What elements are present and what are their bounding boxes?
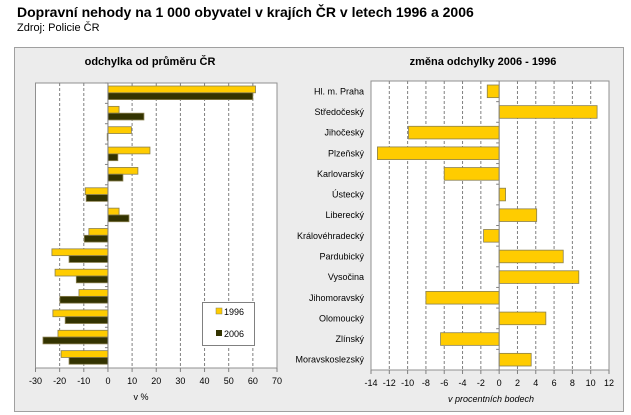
x-tick-label: 4 (533, 378, 538, 388)
legend-box (202, 302, 255, 346)
legend-label-1996: 1996 (224, 307, 244, 317)
bar-1996-2 (107, 126, 132, 134)
x-tick-label: 12 (604, 378, 614, 388)
bar-1996-4 (107, 167, 139, 175)
x-tick-label: 10 (127, 376, 137, 386)
change-bar-3 (377, 146, 500, 160)
bar-2006-7 (83, 234, 109, 243)
bar-2006-8 (68, 255, 109, 263)
change-bar-8 (498, 249, 564, 264)
bar-1996-0 (107, 85, 256, 94)
category-label: Liberecký (325, 210, 364, 220)
category-label: Ústecký (332, 190, 365, 200)
page-title: Dopravní nehody na 1 000 obyvatel v kraj… (17, 4, 474, 20)
legend-label-2006: 2006 (224, 329, 244, 339)
bar-2006-11 (64, 316, 109, 324)
bar-2006-6 (107, 214, 130, 223)
bar-1996-1 (107, 105, 120, 114)
x-tick-label: 20 (151, 376, 161, 386)
change-bar-4 (443, 167, 500, 181)
category-label: Jihomoravský (309, 293, 365, 303)
x-tick-label: -10 (401, 378, 414, 388)
bar-2006-0 (107, 92, 254, 101)
change-bar-6 (498, 208, 538, 222)
bar-2006-10 (59, 295, 109, 304)
left-chart-title: odchylka od průměru ČR (85, 55, 216, 68)
x-tick-label: -12 (383, 378, 396, 388)
bar-1996-13 (60, 350, 109, 358)
change-bar-11 (498, 311, 547, 326)
bar-1996-8 (51, 248, 109, 257)
bar-2006-9 (75, 275, 109, 284)
bar-1996-10 (78, 289, 109, 297)
right-x-axis-label: v procentních bodech (448, 394, 534, 404)
category-label: Jihočeský (324, 128, 364, 138)
bar-2006-1 (107, 112, 145, 121)
bar-2006-4 (107, 173, 124, 182)
bar-2006-12 (42, 336, 109, 345)
x-tick-label: -6 (440, 378, 448, 388)
x-tick-label: 6 (552, 378, 557, 388)
bar-1996-5 (84, 187, 109, 195)
bar-2006-5 (85, 194, 109, 202)
x-tick-label: -20 (53, 376, 66, 386)
x-tick-label: 8 (570, 378, 575, 388)
bar-1996-9 (54, 268, 109, 277)
bar-1996-11 (52, 309, 109, 318)
legend-swatch-2006 (216, 330, 222, 336)
right-chart-title: změna odchylky 2006 - 1996 (410, 56, 557, 68)
x-tick-label: -30 (29, 376, 42, 386)
category-label: Pardubický (319, 251, 364, 261)
x-tick-label: -10 (77, 376, 90, 386)
change-bar-2 (408, 125, 500, 140)
x-tick-label: -2 (477, 378, 485, 388)
category-label: Moravskoslezský (295, 355, 364, 365)
x-tick-label: 60 (248, 376, 258, 386)
x-tick-label: 0 (497, 378, 502, 388)
bar-2006-13 (68, 357, 109, 365)
change-bar-0 (486, 84, 500, 99)
category-label: Karlovarský (317, 169, 365, 179)
x-tick-label: 30 (175, 376, 185, 386)
x-tick-label: -14 (364, 378, 377, 388)
x-tick-label: -4 (459, 378, 467, 388)
plot-area (370, 80, 610, 371)
change-bar-7 (483, 229, 500, 243)
change-bar-1 (498, 105, 598, 119)
bar-1996-6 (107, 207, 120, 216)
x-tick-label: 50 (224, 376, 234, 386)
bar-1996-7 (88, 228, 109, 236)
change-bar-9 (498, 270, 580, 284)
category-label: Vysočina (328, 272, 364, 282)
left-x-axis-label: v % (133, 392, 148, 402)
category-label: Hl. m. Praha (314, 86, 364, 96)
change-bar-10 (425, 291, 500, 305)
x-tick-label: 10 (586, 378, 596, 388)
change-bar-12 (440, 332, 500, 346)
x-tick-label: 0 (105, 376, 110, 386)
change-bar-13 (498, 352, 532, 367)
x-tick-label: -8 (422, 378, 430, 388)
category-label: Plzeňský (328, 148, 365, 158)
category-label: Středočeský (314, 107, 364, 117)
category-label: Zlínský (335, 334, 364, 344)
legend-swatch-1996 (215, 307, 223, 315)
x-tick-label: 70 (272, 376, 282, 386)
change-bar-5 (498, 187, 506, 202)
category-label: Královéhradecký (297, 231, 365, 241)
x-tick-label: 2 (515, 378, 520, 388)
x-tick-label: 40 (200, 376, 210, 386)
bar-1996-3 (107, 146, 151, 155)
source-note: Zdroj: Policie ČR (17, 22, 100, 34)
legend: 1996 2006 (202, 302, 255, 346)
bar-1996-12 (57, 329, 109, 338)
category-label: Olomoucký (319, 313, 365, 323)
bar-2006-3 (107, 153, 119, 162)
